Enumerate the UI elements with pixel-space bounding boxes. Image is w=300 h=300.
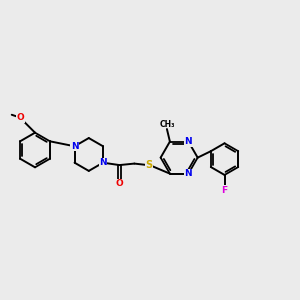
Text: N: N: [99, 158, 107, 167]
Text: N: N: [184, 169, 192, 178]
Text: F: F: [221, 186, 228, 195]
Text: S: S: [146, 160, 153, 170]
Text: O: O: [17, 113, 25, 122]
Text: CH₃: CH₃: [159, 120, 175, 129]
Text: N: N: [184, 137, 192, 146]
Text: N: N: [71, 142, 78, 151]
Text: O: O: [116, 179, 123, 188]
